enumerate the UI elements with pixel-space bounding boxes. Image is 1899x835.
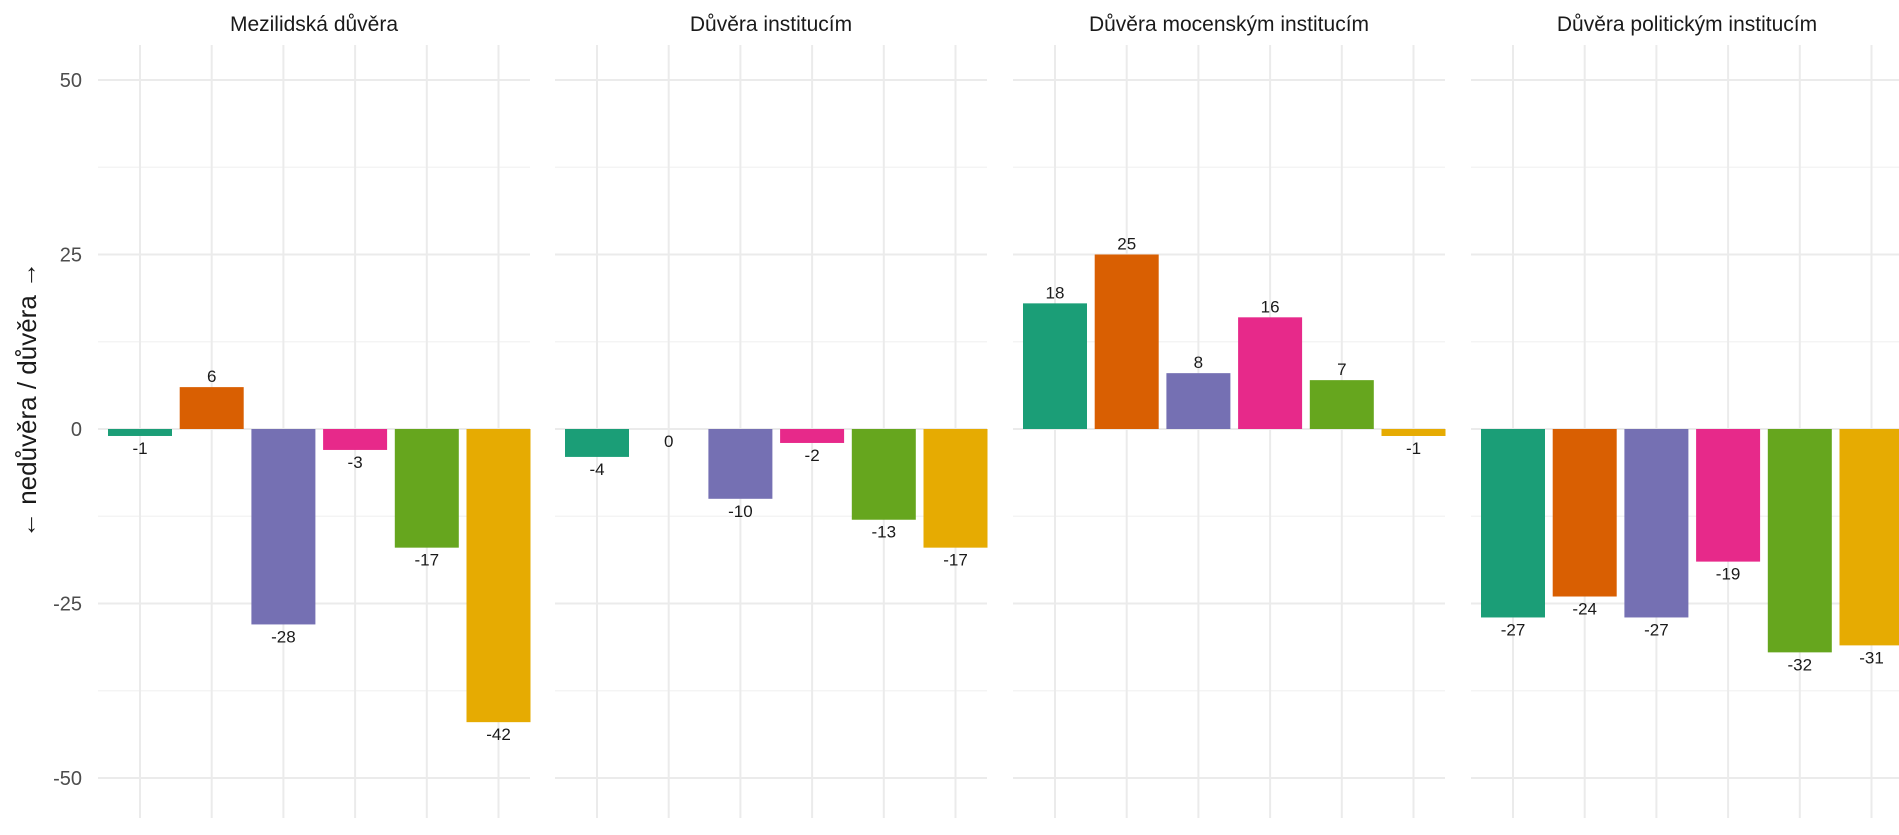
data-label: -27 [1644,620,1669,639]
data-label: -31 [1859,648,1884,667]
bar [1381,429,1446,436]
data-label: -17 [943,551,968,570]
panel: Mezilidská důvěra -1 6 -28 -3 -17 -42 [98,13,531,818]
bar [323,429,388,450]
y-tick-label: -25 [53,594,82,616]
data-label: -28 [271,627,296,646]
bar [251,429,316,625]
data-label: -32 [1788,655,1813,674]
bar [1166,373,1231,429]
data-label: -1 [132,439,147,458]
y-tick-label: 25 [60,245,82,267]
data-label: -42 [486,725,511,744]
data-label: -3 [348,453,363,472]
data-label: -10 [728,502,753,521]
data-label: -27 [1501,620,1526,639]
y-axis: 50 25 0 -25 -50 [53,70,82,790]
bar [179,387,244,429]
bar [1023,303,1087,429]
bar [1624,429,1689,618]
panel-title: Důvěra mocenským institucím [1089,13,1369,36]
bar [708,429,773,499]
data-label: -17 [415,551,440,570]
bar [1552,429,1617,597]
bar [1309,380,1374,429]
panel: Důvěra mocenským institucím 18 25 8 16 7 -1 [1013,13,1446,818]
data-label: 6 [207,367,216,386]
y-axis-title: ← nedůvěra / důvěra → [12,262,42,538]
panel-title: Důvěra politickým institucím [1557,13,1817,36]
panel: Důvěra politickým institucím -27 -24 -27 -19… [1471,13,1899,818]
bar [1481,429,1545,618]
data-label: 18 [1046,283,1065,302]
bar [1839,429,1899,646]
bar [1696,429,1761,562]
data-label: -13 [872,523,897,542]
bar [851,429,916,520]
panel: Důvěra institucím -4 0 -10 -2 -13 -17 [555,13,988,818]
data-label: 8 [1194,353,1203,372]
bar [780,429,845,443]
data-label: -1 [1406,439,1421,458]
y-tick-label: 50 [60,70,82,92]
bar [394,429,459,548]
bar [1767,429,1832,653]
data-label: -24 [1572,600,1597,619]
data-label: 25 [1117,235,1136,254]
data-label: 0 [664,432,673,451]
data-label: -2 [805,446,820,465]
y-tick-label: 0 [71,419,82,441]
bar [1238,317,1303,429]
data-label: -19 [1716,565,1741,584]
bar [565,429,629,457]
data-label: 16 [1261,297,1280,316]
panel-title: Mezilidská důvěra [230,13,398,36]
bar [108,429,172,436]
bar [466,429,531,723]
bar [923,429,988,548]
bar [1094,254,1159,429]
y-tick-label: -50 [53,768,82,790]
panel-title: Důvěra institucím [690,13,852,36]
data-label: 7 [1337,360,1346,379]
data-label: -4 [589,460,604,479]
